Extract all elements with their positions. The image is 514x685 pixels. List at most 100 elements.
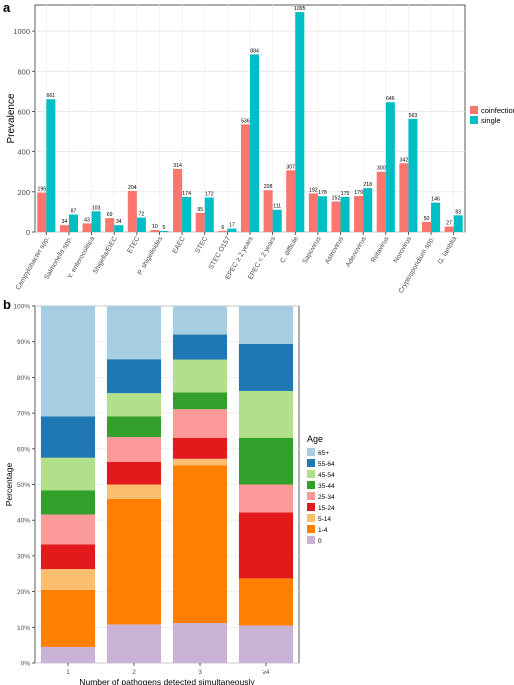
segment-age-65-n2 xyxy=(106,306,162,360)
segment-age-35-44-n4 xyxy=(238,437,294,485)
bar-single-etec xyxy=(136,217,146,232)
bar-coinfection-stec xyxy=(195,212,205,232)
data-label: 307 xyxy=(286,164,295,170)
legend-swatch-age-0 xyxy=(307,536,315,544)
tick-label-x: ETEC xyxy=(126,235,141,254)
legend-swatch-single xyxy=(470,116,478,124)
tick-label-x: STEC O157 xyxy=(208,235,232,270)
data-label: 5 xyxy=(163,225,166,231)
bar-single-norovirus xyxy=(408,118,418,232)
tick-label-x: Campylobacter spp. xyxy=(15,235,51,291)
tick-label-x: 3 xyxy=(198,669,202,676)
segment-age-25-34-n1 xyxy=(40,514,96,545)
legend-swatch-age-35-44 xyxy=(307,481,315,489)
segment-age-45-54-n4 xyxy=(238,390,294,438)
legend-label: 0 xyxy=(318,538,322,545)
data-label: 563 xyxy=(409,113,418,119)
data-label: 69 xyxy=(107,212,113,218)
data-label: 646 xyxy=(386,96,395,102)
tick-label-y: 90% xyxy=(17,339,30,346)
legend-swatch-age-25-34 xyxy=(307,492,315,500)
data-label: 10 xyxy=(152,224,158,230)
bar-single-salmonella-spp xyxy=(68,214,78,232)
tick-label-y: 20% xyxy=(17,589,30,596)
bar-single-epec-2-years xyxy=(250,54,260,233)
legend-label: 5-14 xyxy=(318,516,331,523)
tick-label-y: 0% xyxy=(21,661,31,668)
legend-swatch-age-65 xyxy=(307,448,315,456)
tick-label-x: Rotavirus xyxy=(370,235,391,264)
data-label: 43 xyxy=(84,217,90,223)
data-label: 111 xyxy=(273,204,281,210)
data-label: 87 xyxy=(71,209,77,215)
tick-label-y: 100% xyxy=(13,304,30,311)
data-label: 204 xyxy=(128,185,137,191)
bar-coinfection-etec xyxy=(127,191,137,232)
legend-label: 45-54 xyxy=(318,472,335,479)
tick-label-y: 400 xyxy=(17,148,30,157)
data-label: 175 xyxy=(341,191,350,197)
bar-coinfection-eaec xyxy=(173,168,183,232)
tick-label-x: EAEC xyxy=(172,235,187,255)
bar-coinfection-salmonella-spp xyxy=(59,225,69,232)
legend-label: single xyxy=(481,116,501,125)
bar-coinfection-sapovirus xyxy=(308,193,318,232)
tick-label-x: Astrovirus xyxy=(324,235,345,265)
bar-coinfection-epec-2-years xyxy=(240,124,250,232)
legend-swatch-age-15-24 xyxy=(307,503,315,511)
tick-label-x: 1 xyxy=(66,669,70,676)
legend-title: Age xyxy=(307,434,323,444)
bar-single-stec xyxy=(204,197,214,232)
bar-single-c-difficile xyxy=(295,12,305,232)
bar-single-campylobacter-spp xyxy=(46,99,56,232)
data-label: 174 xyxy=(182,191,191,197)
panel-label-a: a xyxy=(3,0,11,15)
tick-label-y: 80% xyxy=(17,375,30,382)
bar-single-astrovirus xyxy=(340,196,350,232)
segment-age-5-14-n1 xyxy=(40,569,96,590)
tick-label-y: 10% xyxy=(17,625,30,632)
bar-single-adenovirus xyxy=(363,188,373,232)
legend-swatch-age-55-64 xyxy=(307,459,315,467)
bar-coinfection-stec-o157 xyxy=(218,230,228,232)
segment-age-1-4-n1 xyxy=(40,589,96,647)
bar-single-y-enterocolitica xyxy=(91,211,101,232)
segment-age-55-64-n4 xyxy=(238,343,294,391)
tick-label-y: 50% xyxy=(17,482,30,489)
segment-age-0-n3 xyxy=(172,623,228,663)
bar-single-rotavirus xyxy=(385,102,395,232)
segment-age-65-n3 xyxy=(172,306,228,335)
bar-coinfection-g-lamblia xyxy=(444,226,454,232)
segment-age-35-44-n2 xyxy=(106,416,162,438)
data-label: 314 xyxy=(173,163,182,169)
panel-label-b: b xyxy=(3,300,11,312)
tick-label-y: 70% xyxy=(17,411,30,418)
segment-age-25-34-n4 xyxy=(238,484,294,513)
data-label: 536 xyxy=(241,118,250,124)
bar-coinfection-y-enterocolitica xyxy=(82,223,92,232)
segment-age-55-64-n3 xyxy=(172,334,228,360)
data-label: 152 xyxy=(332,195,341,201)
tick-label-x: Sapovirus xyxy=(301,235,322,265)
tick-label-y: 60% xyxy=(17,446,30,453)
tick-label-x: Adenovirus xyxy=(345,235,368,268)
tick-label-x: 2 xyxy=(132,669,136,676)
bar-coinfection-c-difficile xyxy=(286,170,296,232)
data-label: 6 xyxy=(221,225,224,231)
data-label: 196 xyxy=(37,187,46,193)
data-label: 178 xyxy=(318,190,327,196)
segment-age-45-54-n1 xyxy=(40,457,96,491)
legend-label: 65+ xyxy=(318,450,329,457)
tick-label-x: P. shigelloides xyxy=(137,235,165,276)
legend-label: 35-44 xyxy=(318,483,335,490)
bar-coinfection-norovirus xyxy=(399,163,409,232)
bar-coinfection-epec-2-years xyxy=(263,190,273,232)
segment-age-45-54-n2 xyxy=(106,393,162,417)
bar-single-stec-o157 xyxy=(227,228,237,232)
segment-age-15-24-n3 xyxy=(172,437,228,459)
bar-coinfection-campylobacter-spp xyxy=(37,192,47,232)
tick-label-x: C. difficile xyxy=(279,235,300,264)
tick-label-x: STEC xyxy=(194,235,209,254)
data-label: 884 xyxy=(250,48,259,54)
